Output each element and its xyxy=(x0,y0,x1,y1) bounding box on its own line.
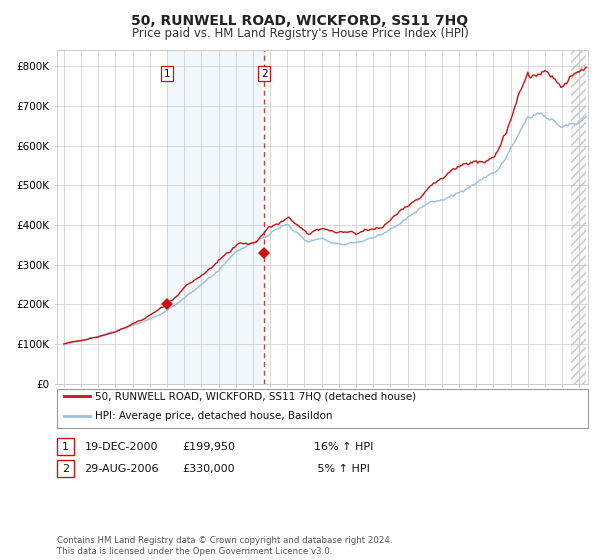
Text: 19-DEC-2000: 19-DEC-2000 xyxy=(85,442,158,452)
Bar xyxy=(167,50,265,384)
Text: 2: 2 xyxy=(261,69,268,79)
Text: Contains HM Land Registry data © Crown copyright and database right 2024.
This d: Contains HM Land Registry data © Crown c… xyxy=(57,536,392,556)
Text: 5% ↑ HPI: 5% ↑ HPI xyxy=(314,464,370,474)
Text: Price paid vs. HM Land Registry's House Price Index (HPI): Price paid vs. HM Land Registry's House … xyxy=(131,27,469,40)
Text: £330,000: £330,000 xyxy=(182,464,235,474)
Text: HPI: Average price, detached house, Basildon: HPI: Average price, detached house, Basi… xyxy=(95,411,332,421)
Bar xyxy=(571,50,586,384)
Text: 1: 1 xyxy=(62,442,69,452)
Bar xyxy=(571,50,586,384)
Text: 50, RUNWELL ROAD, WICKFORD, SS11 7HQ (detached house): 50, RUNWELL ROAD, WICKFORD, SS11 7HQ (de… xyxy=(95,391,416,402)
Text: £199,950: £199,950 xyxy=(182,442,235,452)
Text: 29-AUG-2006: 29-AUG-2006 xyxy=(85,464,159,474)
Text: 2: 2 xyxy=(62,464,69,474)
Text: 1: 1 xyxy=(164,69,170,79)
Text: 16% ↑ HPI: 16% ↑ HPI xyxy=(314,442,373,452)
Text: 50, RUNWELL ROAD, WICKFORD, SS11 7HQ: 50, RUNWELL ROAD, WICKFORD, SS11 7HQ xyxy=(131,14,469,28)
